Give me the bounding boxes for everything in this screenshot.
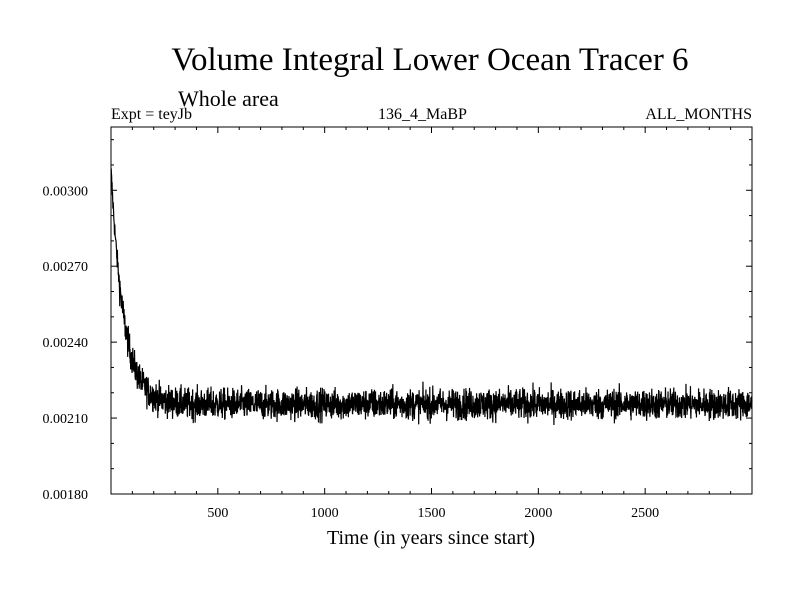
x-tick-label: 2000: [524, 506, 552, 521]
y-tick-label: 0.00270: [43, 260, 89, 275]
period-label: ALL_MONTHS: [645, 106, 752, 123]
y-tick-label: 0.00300: [43, 184, 89, 199]
series-line: [110, 168, 753, 425]
chart-subtitle: Whole area: [178, 86, 279, 111]
plot-frame: [110, 126, 753, 495]
x-tick-label: 2500: [631, 506, 659, 521]
y-axis-ticks: 0.00180 0.00210 0.00240 0.00270 0.00300: [43, 139, 752, 503]
experiment-label: Expt = teyJb: [111, 106, 193, 123]
chart-title: Volume Integral Lower Ocean Tracer 6: [171, 42, 689, 78]
y-tick-label: 0.00240: [43, 336, 89, 351]
run-label: 136_4_MaBP: [378, 106, 467, 123]
y-tick-label: 0.00210: [43, 412, 89, 427]
x-tick-label: 500: [207, 506, 228, 521]
x-axis-ticks: 500 1000 1500 2000 2500: [131, 127, 732, 521]
x-axis-label: Time (in years since start): [327, 527, 535, 549]
x-tick-label: 1500: [418, 506, 446, 521]
x-tick-label: 1000: [311, 506, 339, 521]
y-tick-label: 0.00180: [43, 488, 89, 503]
